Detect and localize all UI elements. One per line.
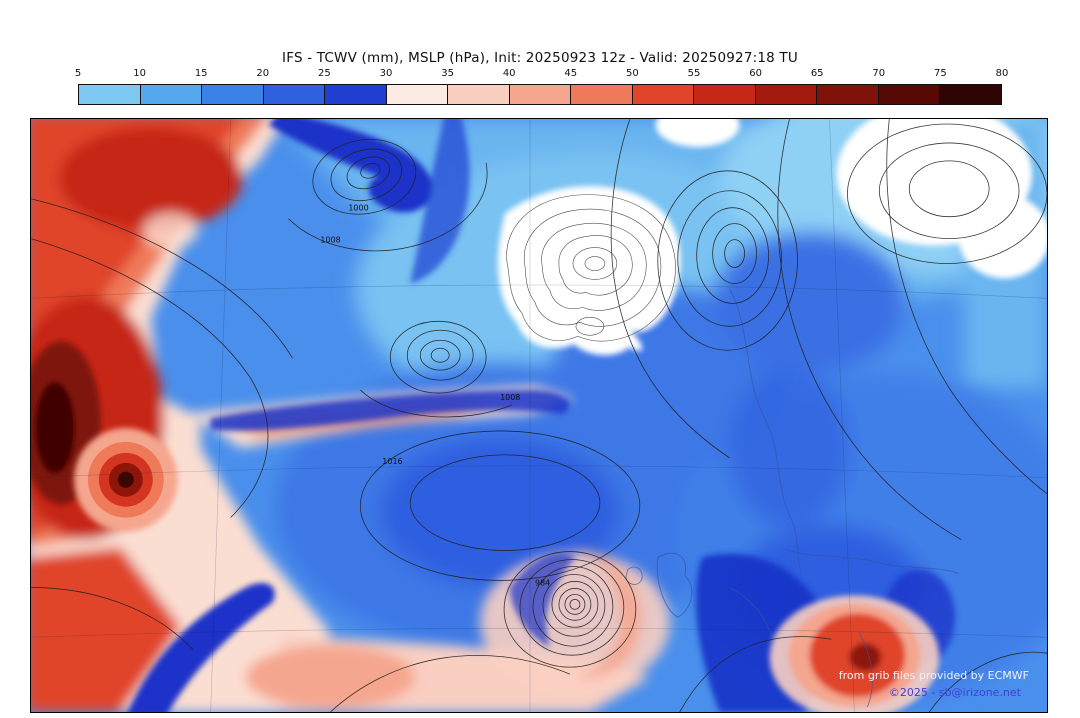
- colorbar-tick: 30: [379, 68, 393, 79]
- italy-coastline: [858, 632, 873, 708]
- colorbar-cell: [817, 85, 879, 104]
- coastlines: [625, 288, 960, 708]
- britain-coastline: [656, 552, 693, 618]
- colorbar-cell: [386, 85, 449, 104]
- colorbar-cell: [79, 85, 141, 104]
- colorbar-tick: 55: [687, 68, 701, 79]
- colorbar-tick: 60: [749, 68, 762, 79]
- colorbar-tick: 20: [256, 68, 270, 79]
- colorbar-cell: [940, 85, 1001, 104]
- colorbar-tick: 65: [810, 68, 824, 79]
- colorbar-cell: [140, 85, 203, 104]
- colorbar-tick: 75: [934, 68, 947, 79]
- colorbar-cell: [632, 85, 695, 104]
- contour-label: 1008: [320, 236, 340, 245]
- credits-copyright: ©2025 - sb@irizone.net: [888, 686, 1021, 699]
- colorbar-tick: 70: [872, 68, 886, 79]
- colorbar-tick: 35: [441, 68, 454, 79]
- colorbar-tick: 45: [564, 68, 578, 79]
- colorbar-tick: 15: [194, 68, 208, 79]
- colorbar-tick: 25: [318, 68, 331, 79]
- colorbar: [78, 84, 1002, 105]
- colorbar-tick: 5: [74, 68, 82, 79]
- colorbar-tick: 50: [626, 68, 639, 79]
- colorbar-tick: 10: [133, 68, 146, 79]
- tcwv-mslp-map-svg: 1000 1008 1016 1008 984: [31, 119, 1047, 712]
- contour-label: 1000: [348, 204, 368, 213]
- ice-white-areas: [497, 119, 1047, 356]
- colorbar-tick-row: 5 10 15 20 25 30 35 40 45 50 55 60 65 70…: [74, 68, 1009, 81]
- colorbar-tick: 80: [995, 68, 1009, 79]
- colorbar-cell: [694, 85, 756, 104]
- mslp-contours: [31, 119, 1047, 712]
- contour-labels: 1000 1008 1016 1008 984: [320, 204, 550, 588]
- colorbar-cell: [263, 85, 326, 104]
- colorbar-cell: [325, 85, 387, 104]
- contour-label: 984: [535, 578, 550, 587]
- contour-label: 1016: [382, 457, 402, 466]
- hurricane-vortex: [73, 427, 178, 532]
- colorbar-cell: [202, 85, 264, 104]
- colorbar-tick: 40: [502, 68, 516, 79]
- colorbar-cell: [878, 85, 941, 104]
- colorbar-cell: [571, 85, 633, 104]
- colorbar-wrap: 5 10 15 20 25 30 35 40 45 50 55 60 65 70…: [74, 68, 1009, 108]
- mediterranean-warm-plume: [769, 595, 940, 712]
- colorbar-cell: [755, 85, 818, 104]
- greenland-ice-area: [497, 185, 681, 356]
- greenland-terrain-contours: [506, 194, 676, 342]
- credits-ecmwf: from grib files provided by ECMWF: [838, 669, 1029, 682]
- page-title: IFS - TCWV (mm), MSLP (hPa), Init: 20250…: [282, 50, 798, 66]
- colorbar-cell: [448, 85, 510, 104]
- colorbar-cell: [509, 85, 572, 104]
- weather-map: 1000 1008 1016 1008 984 from grib files …: [30, 118, 1048, 713]
- contour-label: 1008: [500, 393, 520, 402]
